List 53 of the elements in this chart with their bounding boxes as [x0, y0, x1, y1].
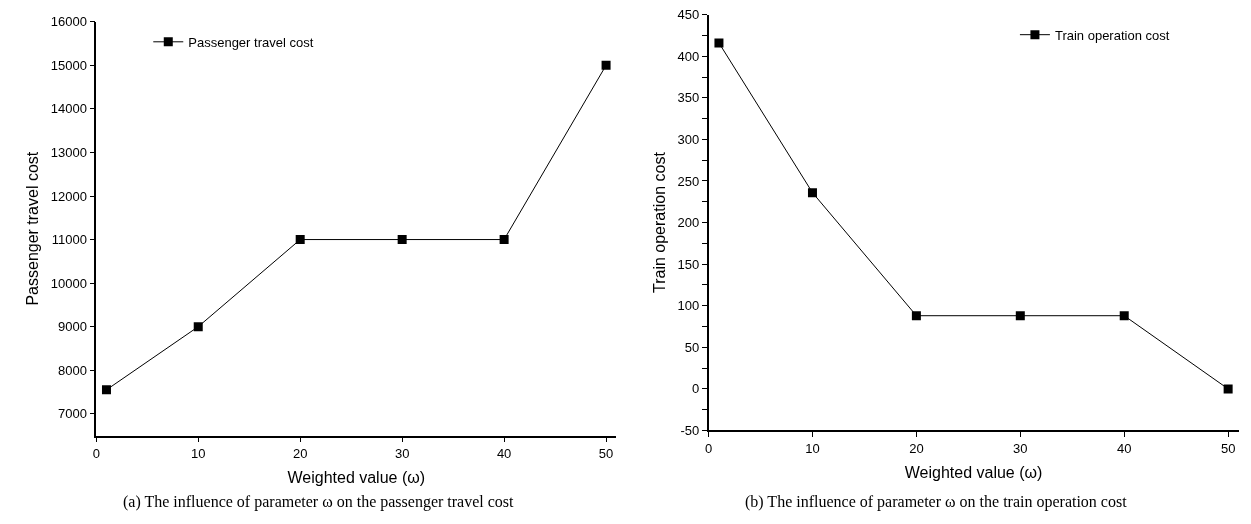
y-tick-label: 14000 [50, 101, 87, 117]
point [295, 235, 305, 245]
x-axis-title: Weighted value (ω) [904, 464, 1043, 482]
text: (b) The influence of parameter ω on the train operation cost [745, 493, 1128, 511]
point [601, 60, 611, 70]
point [714, 38, 724, 48]
text: (a) The influence of parameter ω on the passenger travel cost [123, 493, 515, 511]
x-tick-label: 10 [191, 445, 206, 461]
y-tick-label: 12000 [50, 188, 87, 204]
y-tick-label: 350 [677, 90, 700, 106]
x-tick-label: 10 [805, 440, 820, 456]
x-tick-label: 0 [92, 445, 100, 461]
x-axis-title: Weighted value (ω) [287, 469, 426, 487]
x-tick-label: 0 [704, 440, 713, 456]
point [101, 385, 111, 395]
point [807, 188, 817, 198]
y-tick-label: 11000 [51, 232, 87, 248]
x-tick-label: 20 [292, 445, 308, 461]
y-tick-label: 16000 [50, 14, 87, 30]
y-tick-label: 200 [677, 215, 700, 231]
x-tick-label: 40 [496, 445, 512, 461]
y-tick-label: 9000 [58, 319, 87, 335]
point [193, 322, 203, 332]
y-tick-label: 250 [677, 173, 700, 189]
y-tick-label: 7000 [58, 406, 87, 422]
x-tick-label: 20 [909, 440, 924, 456]
x-tick-label: 50 [1220, 440, 1236, 456]
x-tick-label: 50 [598, 445, 614, 461]
point [1015, 311, 1025, 321]
legend-label: Passenger travel cost [188, 34, 314, 50]
y-tick-label: 13000 [50, 144, 87, 160]
legend-label: Train operation cost [1054, 27, 1170, 43]
y-axis-title: Train operation cost [650, 151, 668, 293]
y-tick-label: 100 [677, 298, 700, 314]
y-tick-label: 0 [691, 381, 700, 397]
y-tick-label: 8000 [58, 362, 87, 378]
y-tick-label: 15000 [50, 57, 87, 73]
y-tick-label: 400 [677, 48, 700, 64]
y-tick-label: -50 [680, 423, 700, 439]
x-tick-label: 30 [394, 445, 410, 461]
y-axis-title: Passenger travel cost [24, 151, 42, 306]
y-tick-label: 450 [677, 7, 700, 23]
y-tick-label: 10000 [50, 275, 87, 291]
point [397, 235, 407, 245]
x-tick-label: 30 [1013, 440, 1028, 456]
point [1223, 384, 1233, 394]
y-tick-label: 150 [677, 256, 700, 272]
y-tick-label: 300 [677, 131, 700, 147]
point [499, 235, 509, 245]
point [1119, 311, 1129, 321]
y-tick-label: 50 [684, 339, 700, 355]
point [911, 311, 921, 321]
x-tick-label: 40 [1116, 440, 1132, 456]
